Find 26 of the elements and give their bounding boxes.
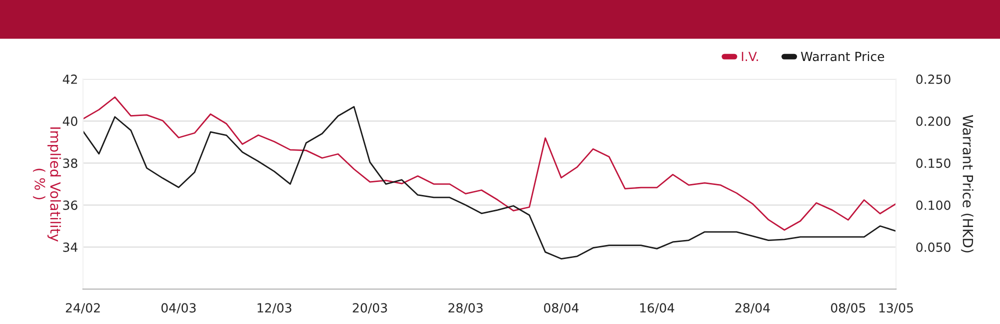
y2-tick-label: 0.150: [916, 158, 950, 168]
y2-tick-label: 0.250: [916, 74, 950, 84]
line-series: [83, 96, 896, 231]
x-tick-label: 08/05: [830, 303, 866, 314]
y2-tick-label: 0.050: [916, 242, 950, 252]
y-tick-label: 34: [63, 242, 78, 252]
y-axis-title: Implied Volatility ( % ): [32, 127, 61, 242]
x-tick-label: 24/02: [66, 303, 100, 314]
x-tick-label: 13/05: [879, 303, 913, 314]
y2-axis-title: Warrant Price (HKD): [961, 114, 974, 252]
x-tick-label: 28/04: [735, 303, 770, 314]
y-tick-label: 42: [62, 74, 77, 84]
y-tick-label: 38: [63, 158, 78, 168]
y-tick-label: 36: [63, 200, 78, 210]
x-tick-label: 28/03: [448, 303, 483, 314]
x-tick-label: 16/04: [640, 303, 674, 314]
legend-label: Warrant Price: [800, 52, 884, 62]
y2-tick-label: 0.100: [916, 200, 950, 210]
x-tick-label: 04/03: [161, 303, 196, 314]
x-tick-label: 12/03: [258, 303, 292, 314]
x-tick-label: 20/03: [352, 303, 387, 314]
legend-label: I.V.: [742, 52, 758, 62]
y-tick-label: 40: [62, 116, 78, 126]
line-series: [83, 106, 896, 260]
x-tick-label: 08/04: [544, 303, 579, 314]
y2-tick-label: 0.200: [916, 116, 950, 126]
